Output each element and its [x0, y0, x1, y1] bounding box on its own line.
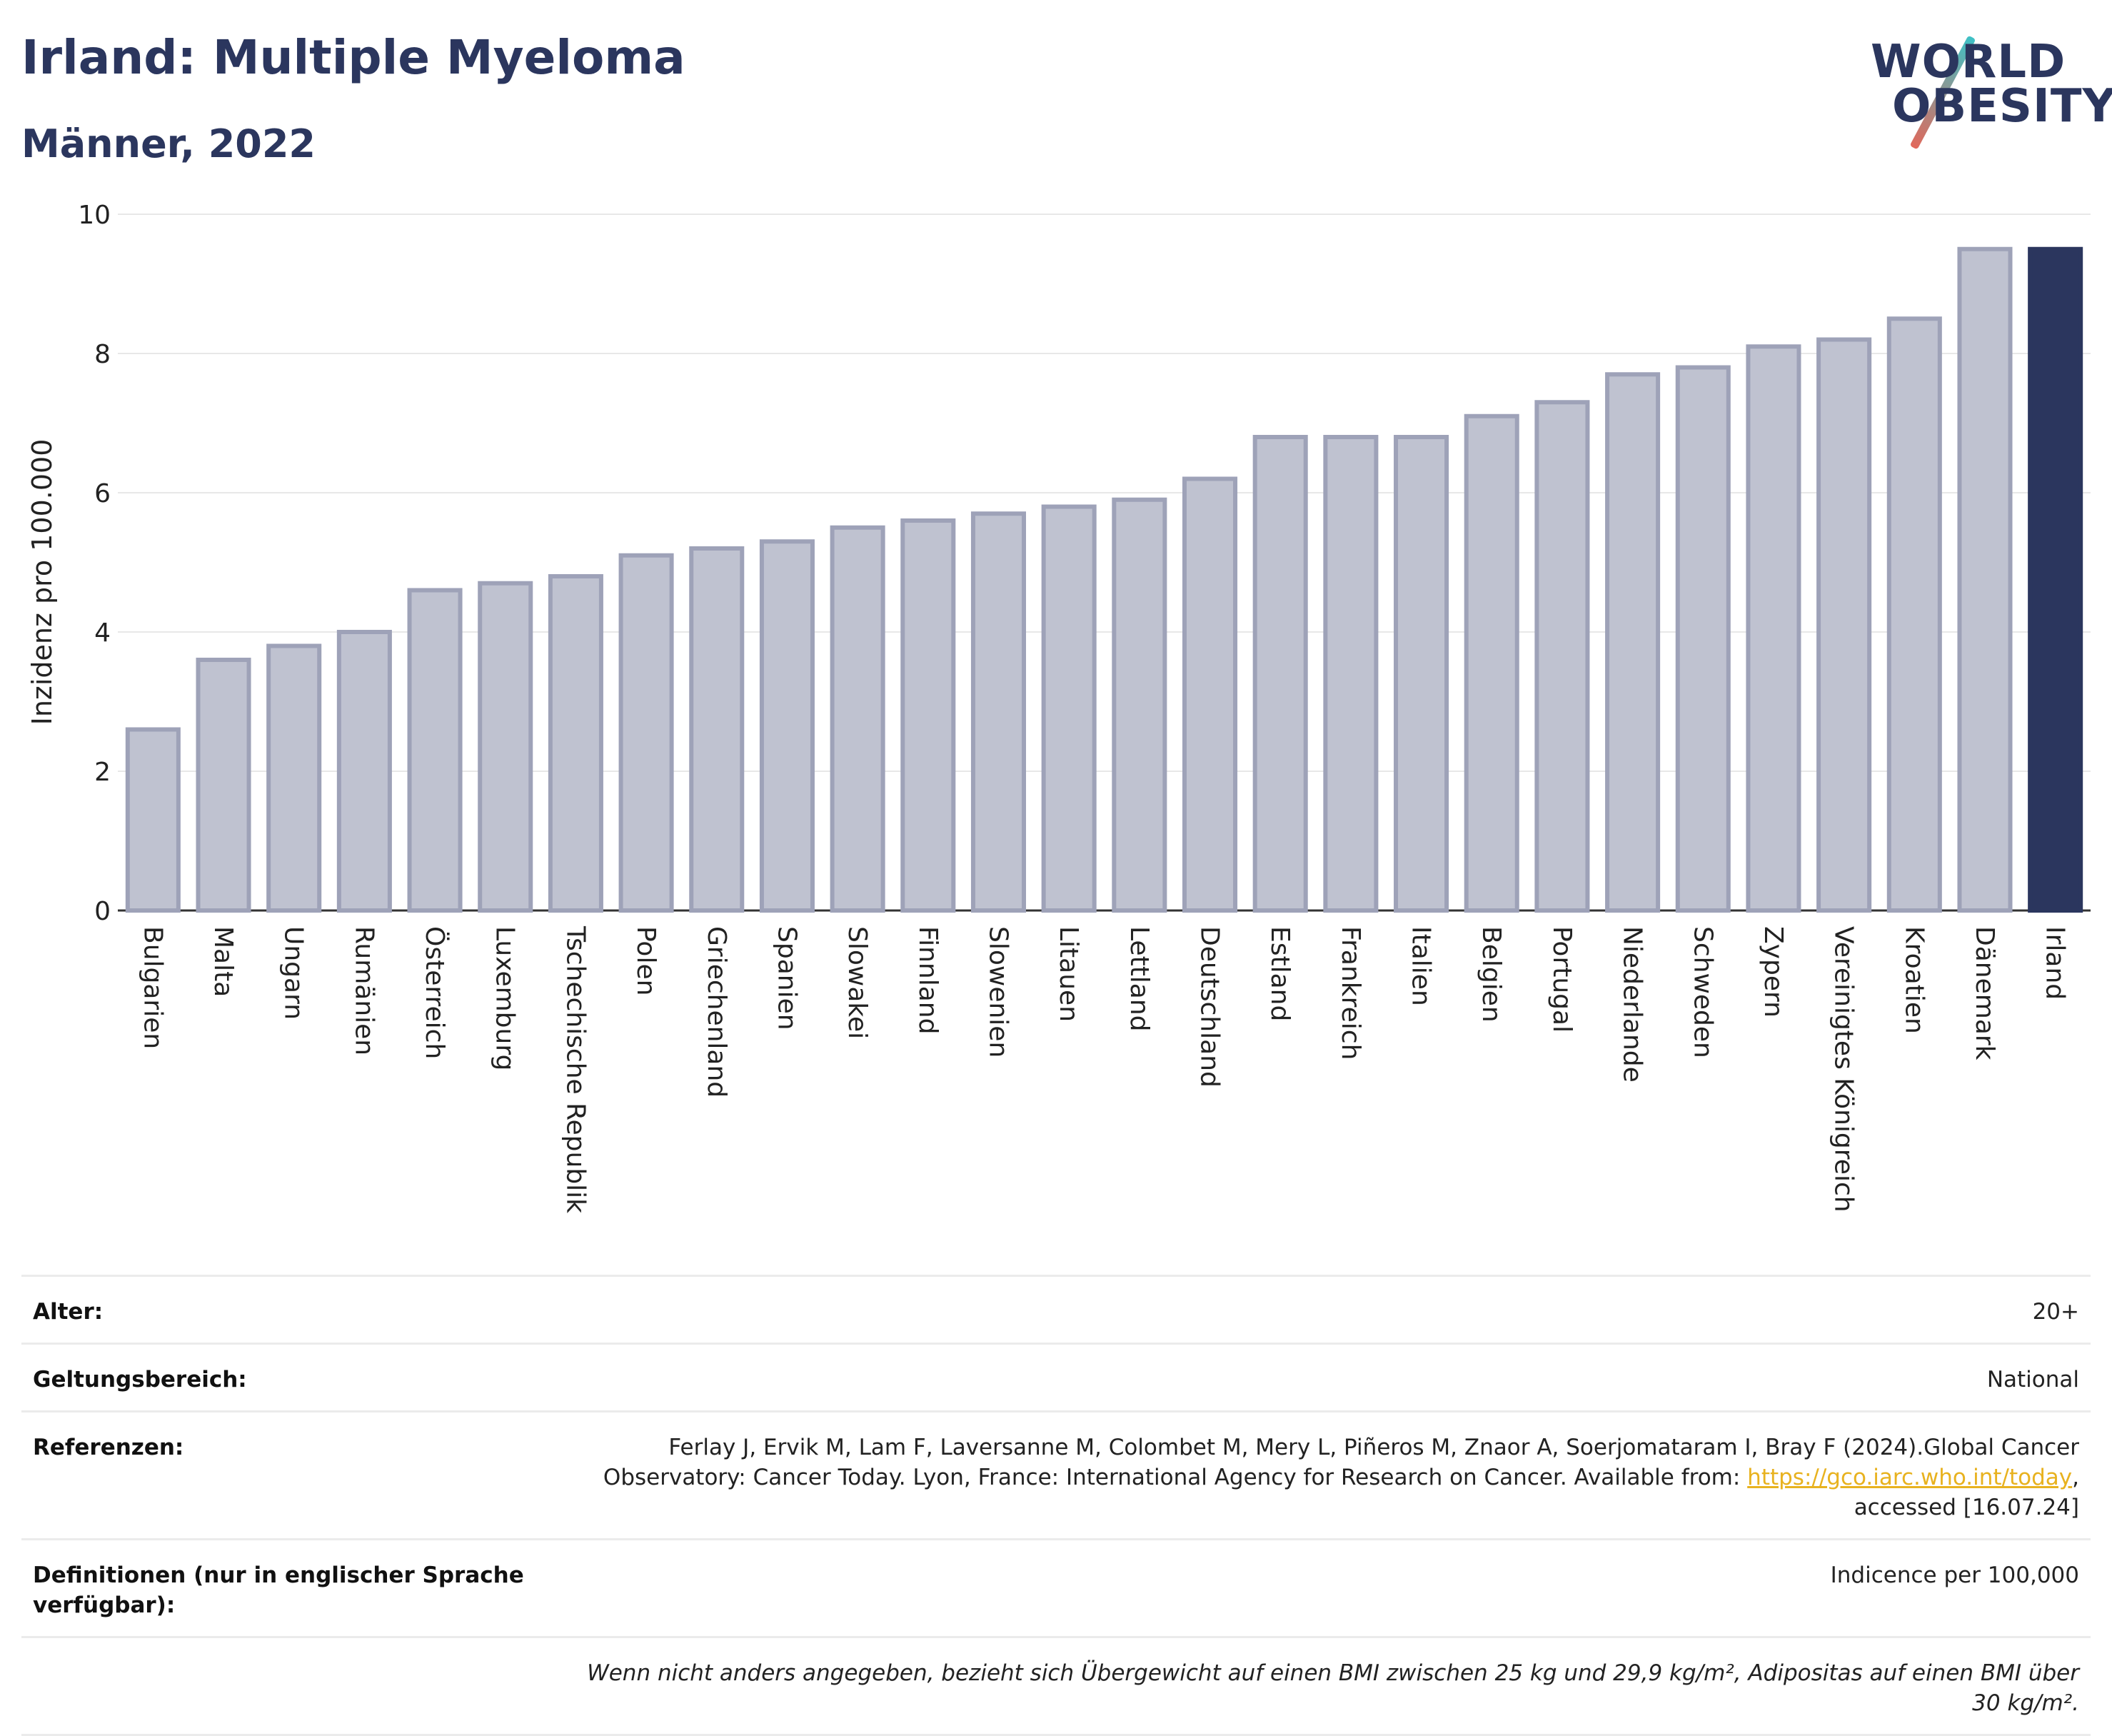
bar-dänemark	[1957, 246, 2013, 913]
x-tick-label: Deutschland	[1195, 926, 1225, 1088]
bar-tschechische-republik	[548, 574, 603, 913]
bar-lettland	[1112, 497, 1167, 913]
x-tick-label: Tschechische Republik	[560, 925, 590, 1213]
x-tick-label: Luxemburg	[491, 926, 520, 1070]
ref-text-2: Observatory: Cancer Today. Lyon, France:…	[603, 1465, 1748, 1490]
y-tick-label: 2	[94, 758, 111, 787]
bar-luxemburg	[478, 581, 533, 913]
definitions-value: Indicence per 100,000	[1830, 1562, 2079, 1588]
bar-bulgarien	[125, 727, 181, 913]
x-tick-label: Portugal	[1547, 926, 1577, 1033]
bar-schweden	[1675, 365, 1731, 913]
ref-text-1: Ferlay J, Ervik M, Lam F, Laversanne M, …	[668, 1435, 2079, 1460]
x-tick-label: Vereinigtes Königreich	[1829, 926, 1859, 1213]
bar-slowenien	[970, 511, 1027, 913]
x-tick-label: Frankreich	[1336, 926, 1365, 1060]
bar-vereinigtes-königreich	[1816, 337, 1872, 913]
references-label: Referenzen:	[33, 1435, 184, 1460]
info-row-definitions: Definitionen (nur in englischer Sprache …	[21, 1538, 2091, 1636]
page-subtitle: Männer, 2022	[21, 121, 316, 166]
bar-irland	[2028, 246, 2083, 913]
bar-niederlande	[1605, 372, 1661, 913]
bar-belgien	[1464, 413, 1519, 913]
bar-deutschland	[1182, 476, 1238, 913]
y-tick-label: 8	[94, 340, 111, 369]
bar-slowakei	[830, 525, 885, 913]
footnote: Wenn nicht anders angegeben, bezieht sic…	[587, 1660, 2079, 1716]
logo-line1: WORLD	[1871, 36, 2066, 89]
age-value: 20+	[2032, 1299, 2079, 1325]
info-row-scope: Geltungsbereich: National	[21, 1343, 2091, 1410]
bar-portugal	[1534, 400, 1590, 913]
x-tick-label: Malta	[208, 926, 238, 997]
x-tick-label: Lettland	[1125, 926, 1154, 1032]
y-tick-label: 6	[94, 479, 111, 508]
x-tick-label: Estland	[1265, 926, 1294, 1021]
x-tick-label: Kroatien	[1899, 926, 1929, 1034]
logo-line2: OBESITY	[1892, 80, 2112, 133]
x-tick-label: Irland	[2041, 926, 2070, 1000]
x-tick-label: Niederlande	[1618, 926, 1647, 1083]
references-value: Ferlay J, Ervik M, Lam F, Laversanne M, …	[603, 1433, 2079, 1522]
bar-italien	[1394, 435, 1449, 913]
info-row-references: Referenzen: Ferlay J, Ervik M, Lam F, La…	[21, 1410, 2091, 1538]
info-row-footnote: Wenn nicht anders angegeben, bezieht sic…	[21, 1636, 2091, 1736]
bar-polen	[618, 553, 674, 913]
ref-text-3: ,	[2072, 1465, 2079, 1490]
page-title: Irland: Multiple Myeloma	[21, 30, 685, 85]
x-tick-label: Ungarn	[279, 926, 308, 1020]
x-tick-label: Österreich	[420, 926, 450, 1059]
x-tick-label: Slowenien	[983, 926, 1012, 1058]
bar-zypern	[1746, 344, 1801, 913]
ref-text-4: accessed [16.07.24]	[1854, 1495, 2079, 1520]
bar-kroatien	[1886, 316, 1942, 913]
bar-finnland	[900, 518, 956, 913]
bar-malta	[196, 658, 251, 913]
x-tick-label: Bulgarien	[138, 926, 167, 1049]
x-tick-label: Rumänien	[349, 926, 378, 1055]
x-tick-label: Griechenland	[702, 926, 731, 1098]
y-axis-label: Inzidenz pro 100.000	[26, 439, 58, 726]
info-row-age: Alter: 20+	[21, 1275, 2091, 1343]
bars	[125, 246, 2083, 913]
x-tick-label: Litauen	[1054, 926, 1083, 1022]
age-label: Alter:	[33, 1299, 104, 1325]
scope-label: Geltungsbereich:	[33, 1367, 247, 1393]
x-tick-label: Polen	[631, 926, 660, 995]
bar-spanien	[759, 539, 815, 913]
definitions-label: Definitionen (nur in englischer Sprache …	[33, 1562, 524, 1618]
x-tick-label: Slowakei	[843, 926, 872, 1039]
y-tick-labels: 0 2 4 6 8 10	[78, 201, 111, 926]
x-tick-label: Schweden	[1688, 926, 1717, 1058]
bar-estland	[1252, 435, 1308, 913]
x-tick-label: Italien	[1407, 926, 1436, 1006]
bar-österreich	[407, 588, 463, 913]
bar-frankreich	[1323, 435, 1379, 913]
bar-griechenland	[689, 546, 745, 913]
x-tick-label: Dänemark	[1970, 926, 1999, 1060]
x-tick-label: Zypern	[1759, 926, 1788, 1018]
x-tick-label: Spanien	[772, 926, 801, 1030]
reference-link[interactable]: https://gco.iarc.who.int/today	[1747, 1465, 2073, 1490]
scope-value: National	[1986, 1367, 2079, 1393]
x-tick-labels: Bulgarien Malta Ungarn Rumänien Österreich Lu…	[138, 925, 2069, 1213]
y-tick-label: 4	[94, 618, 111, 648]
x-tick-label: Finnland	[913, 926, 942, 1034]
bar-rumänien	[336, 630, 392, 913]
bar-litauen	[1041, 504, 1097, 913]
y-tick-label: 0	[94, 897, 111, 926]
y-tick-label: 10	[78, 201, 111, 230]
world-obesity-logo: WORLD OBESITY	[1864, 35, 2112, 150]
bar-ungarn	[266, 643, 322, 913]
info-table: Alter: 20+ Geltungsbereich: National Ref…	[21, 1275, 2091, 1736]
bar-chart: 0 2 4 6 8 10 Bulgarien Malta Ungarn Rumänien Öste…	[26, 201, 2091, 1213]
x-tick-label: Belgien	[1477, 926, 1506, 1023]
